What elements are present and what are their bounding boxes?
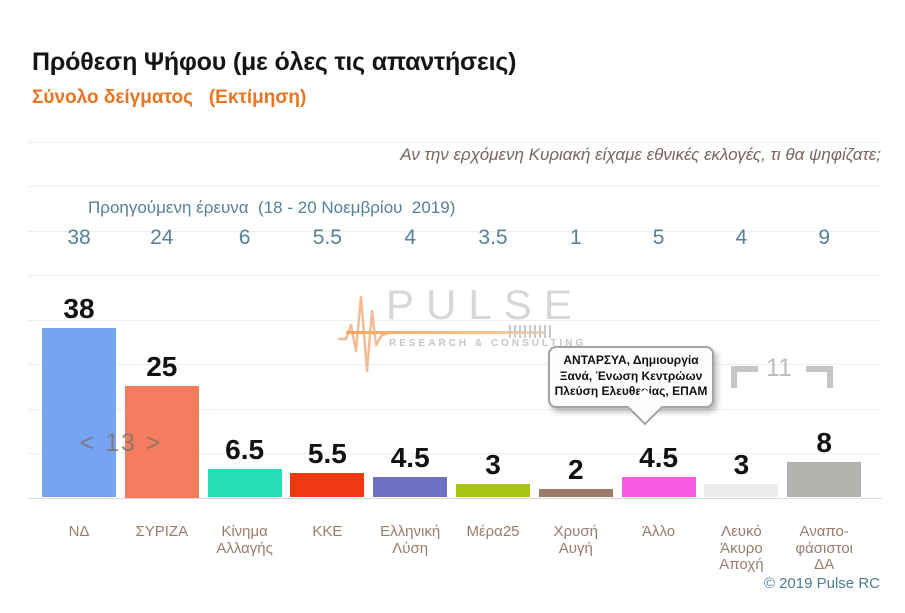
category-label: Ελληνική Λύση <box>380 523 441 557</box>
previous-survey-value: 3.5 <box>478 226 508 249</box>
callout-line: ΑΝΤΑΡΣΥΑ, Δημιουργία <box>563 353 699 367</box>
category-label: Άλλο <box>642 523 676 540</box>
previous-survey-label: Προηγούμενη έρευνα (18 - 20 Νοεμβρίου 20… <box>88 198 456 217</box>
bar <box>456 484 530 498</box>
category-label: Χρυσή Αυγή <box>553 523 598 557</box>
bar-value-label: 3 <box>733 449 750 481</box>
gridline <box>28 141 882 143</box>
bar-value-label: 4.5 <box>639 442 679 474</box>
bracket-left-icon <box>731 366 758 388</box>
survey-question: Αν την ερχόμενη Κυριακή είχαμε εθνικές ε… <box>400 145 881 164</box>
bar-value-label: 25 <box>146 351 178 383</box>
bar <box>704 484 779 498</box>
lead-gap-annotation: < 13 > <box>79 429 163 457</box>
bracket-right-icon <box>806 366 833 388</box>
category-label: Κίνημα Αλλαγής <box>216 523 273 557</box>
gridline <box>28 275 882 276</box>
previous-survey-value: 4 <box>404 226 417 249</box>
other-parties-callout: ΑΝΤΑΡΣΥΑ, Δημιουργία Ξανά, Ένωση Κεντρώω… <box>548 346 714 425</box>
previous-survey-value: 5.5 <box>312 226 342 249</box>
previous-survey-value: 38 <box>67 226 91 249</box>
gridline <box>28 497 882 499</box>
bar <box>290 473 365 498</box>
gridline <box>28 364 882 365</box>
callout-line: Πλεύση Ελευθερίας, ΕΠΑΜ <box>554 384 708 398</box>
bar <box>124 386 199 498</box>
bar <box>373 477 448 498</box>
pulse-waveform-icon <box>338 295 390 373</box>
bar-value-label: 8 <box>816 426 832 458</box>
previous-survey-value: 5 <box>652 226 665 249</box>
bar <box>787 461 862 498</box>
previous-survey-value: 9 <box>818 226 831 249</box>
bar <box>538 488 613 498</box>
previous-survey-value: 24 <box>150 226 174 249</box>
bar <box>207 468 282 498</box>
previous-survey-value: 1 <box>569 226 582 249</box>
bar-value-label: 38 <box>63 293 95 325</box>
undecided-sum-value: 11 <box>766 354 792 382</box>
watermark-logo-text: PULSE <box>386 281 584 328</box>
page-title: Πρόθεση Ψήφου (με όλες τις απαντήσεις) <box>32 48 517 76</box>
category-label: ΝΔ <box>68 523 90 540</box>
bar <box>621 477 696 498</box>
category-label: Αναπο-φάσιστοι ΔΑ <box>795 523 853 573</box>
bar-value-label: 2 <box>568 453 584 485</box>
gridline <box>28 319 882 321</box>
category-label: ΚΚΕ <box>312 523 343 540</box>
page-subtitle: Σύνολο δείγματος (Εκτίμηση) <box>32 87 307 108</box>
previous-survey-value: 4 <box>735 226 748 249</box>
gridline <box>28 230 882 232</box>
bar-value-label: 6.5 <box>225 433 265 465</box>
category-label: Μέρα25 <box>466 523 520 540</box>
previous-survey-value: 6 <box>238 226 251 249</box>
category-label: Λευκό Άκυρο Αποχή <box>719 523 764 573</box>
bar-value-label: 4.5 <box>390 442 430 474</box>
callout-line: Ξανά, Ένωση Κεντρώων <box>559 368 703 383</box>
bar-value-label: 3 <box>485 449 501 481</box>
bar <box>42 328 116 498</box>
gridline <box>28 186 882 187</box>
gridline <box>28 408 882 410</box>
category-label: ΣΥΡΙΖΑ <box>135 523 189 540</box>
watermark-tagline: RESEARCH & CONSULTING <box>389 338 587 349</box>
copyright-note: © 2019 Pulse RC <box>763 575 880 592</box>
bar-value-label: 5.5 <box>307 438 347 470</box>
watermark-underline <box>346 331 546 334</box>
watermark-barcode-icon <box>509 325 553 338</box>
gridline <box>28 453 882 454</box>
